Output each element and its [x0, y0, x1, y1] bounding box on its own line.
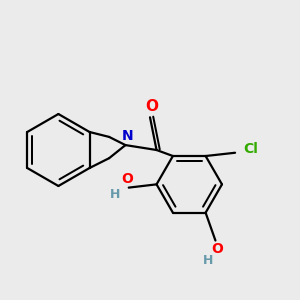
- Text: Cl: Cl: [243, 142, 258, 157]
- Text: O: O: [121, 172, 133, 186]
- Text: H: H: [203, 254, 213, 267]
- Text: O: O: [211, 242, 223, 256]
- Text: N: N: [121, 129, 133, 143]
- Text: O: O: [145, 99, 158, 114]
- Text: H: H: [110, 188, 120, 201]
